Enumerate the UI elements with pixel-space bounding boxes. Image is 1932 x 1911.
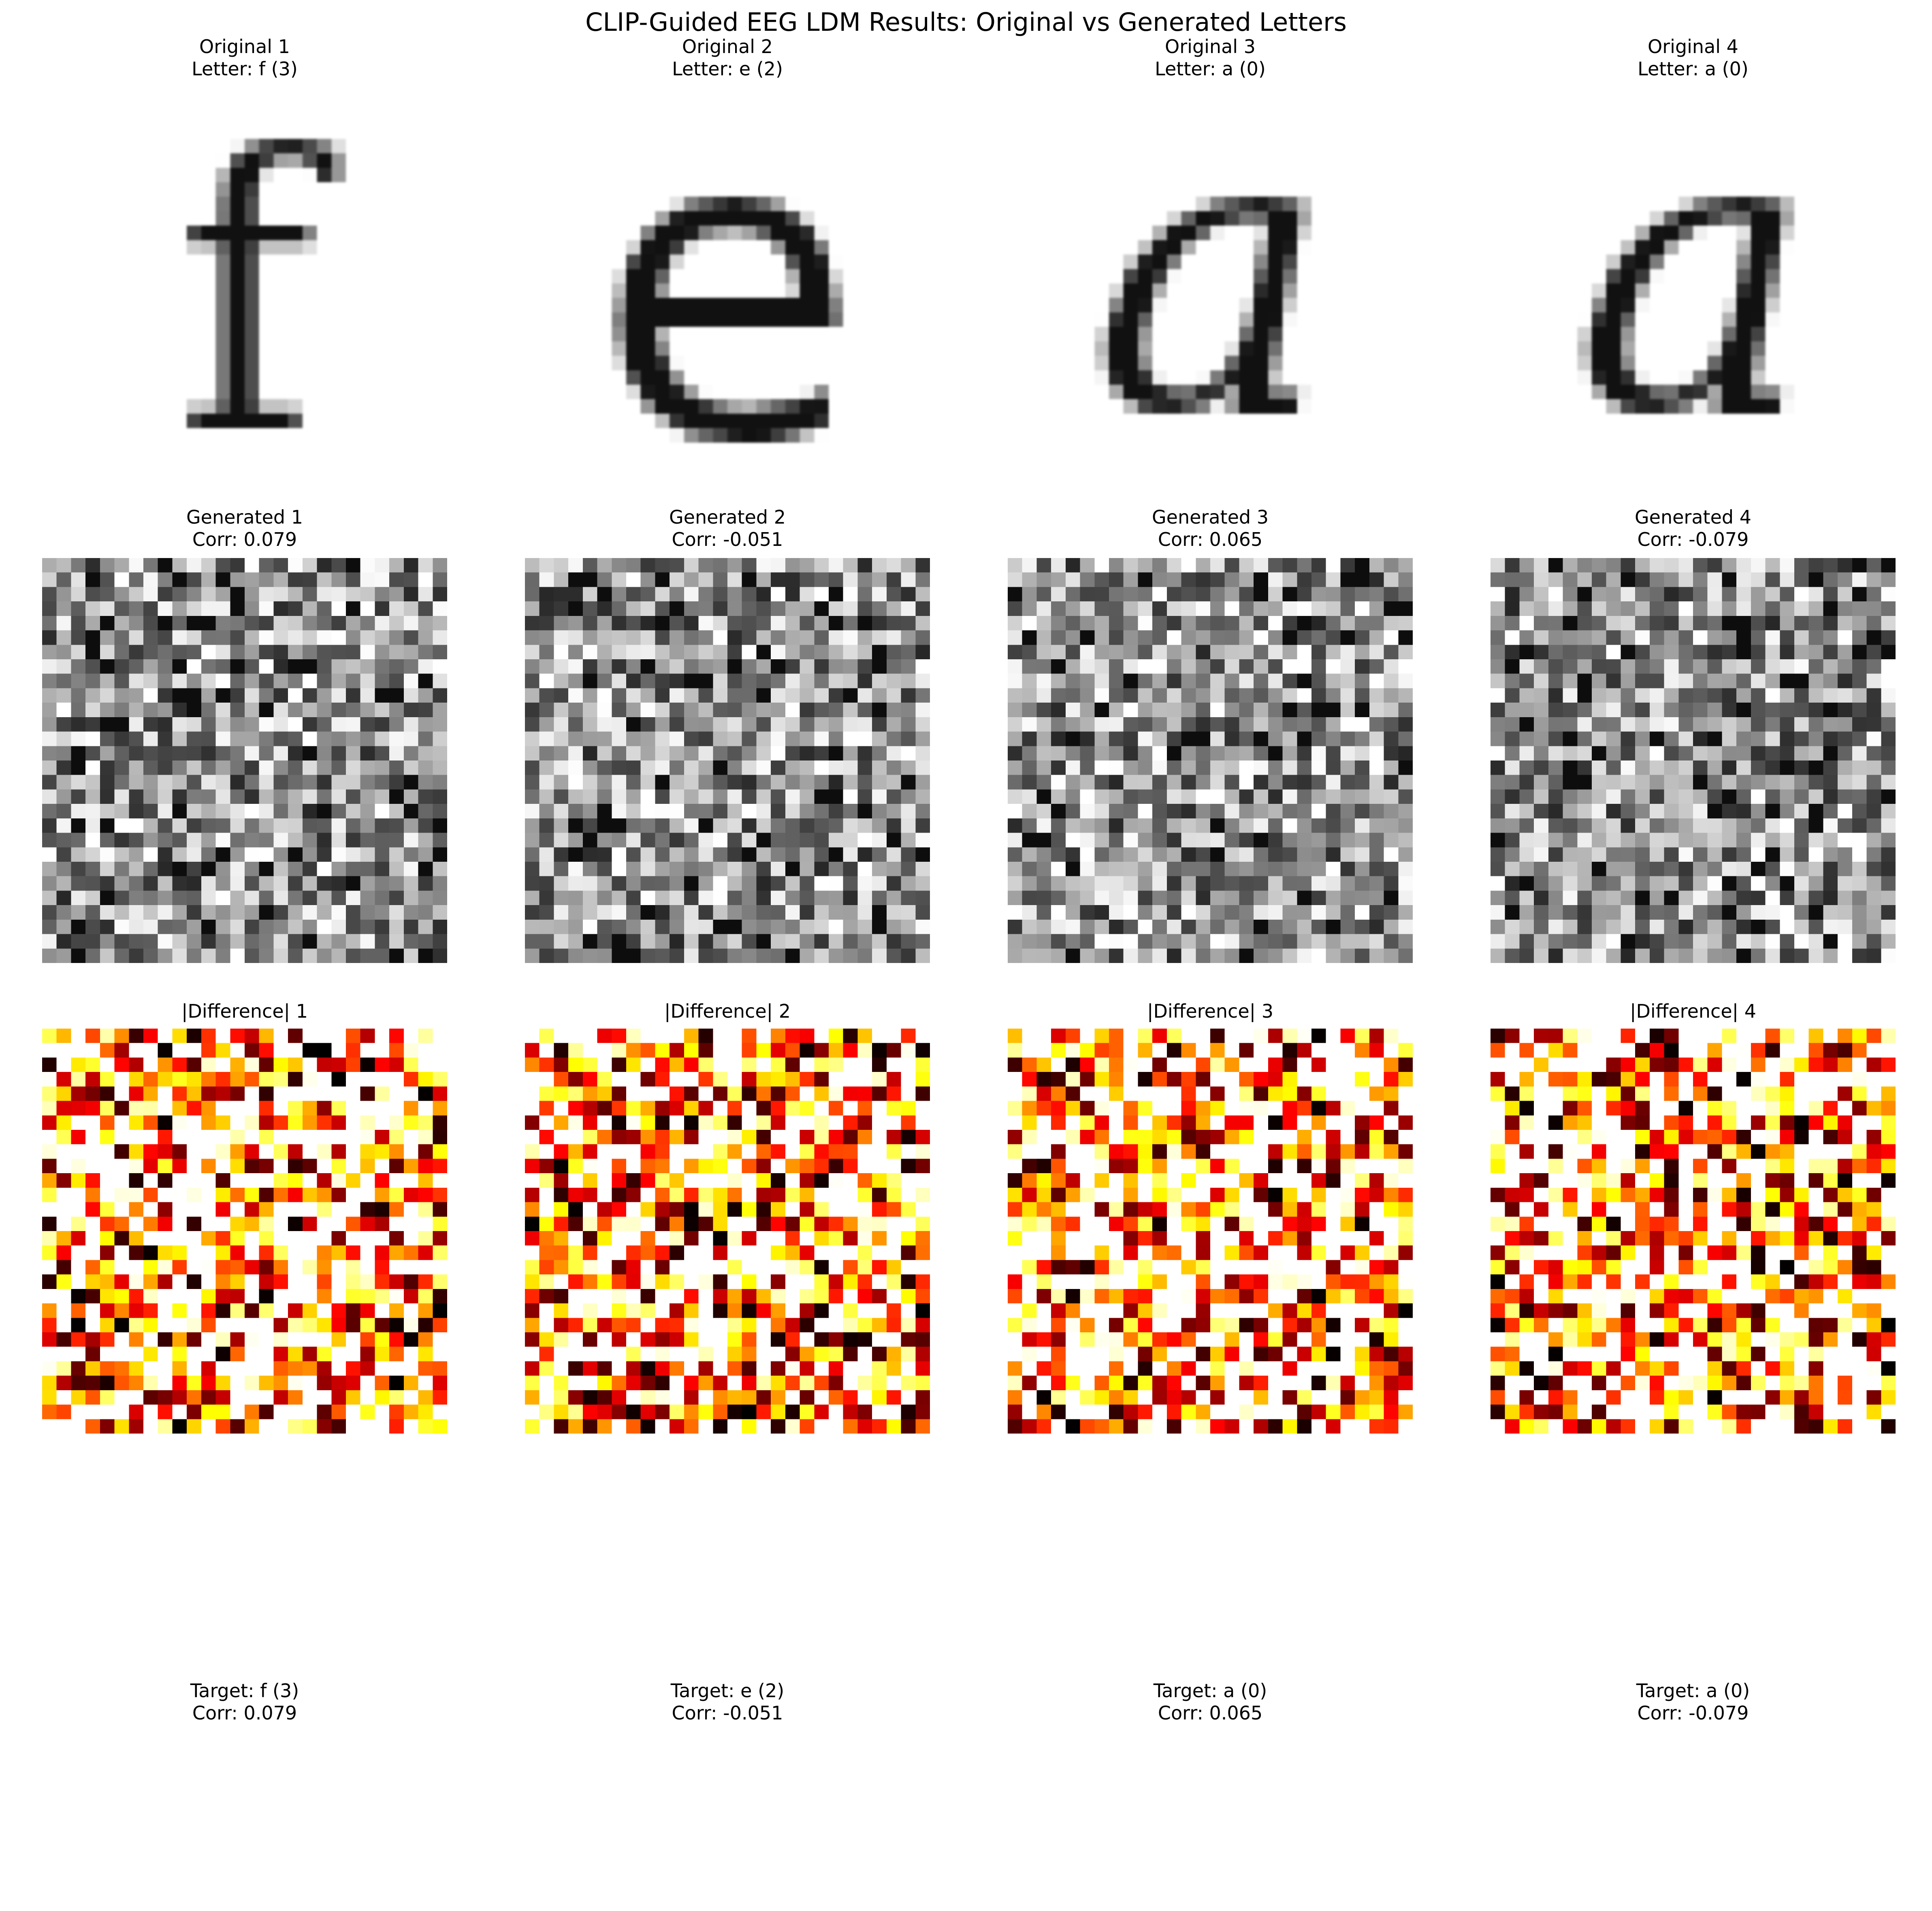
original-image-3 (1008, 81, 1413, 486)
summary-target: Target: a (0) (1636, 1680, 1750, 1702)
difference-caption-1: |Difference| 1 (42, 1000, 447, 1023)
generated-image-4 (1491, 558, 1896, 963)
original-caption-3: Original 3 Letter: a (0) (1008, 36, 1413, 80)
original-caption-1: Original 1 Letter: f (3) (42, 36, 447, 80)
summary-corr: Corr: 0.079 (192, 1702, 297, 1724)
summary-corr: Corr: -0.079 (1637, 1702, 1749, 1724)
summary-2: Target: e (2) Corr: -0.051 (525, 1680, 930, 1724)
difference-caption-2: |Difference| 2 (525, 1000, 930, 1023)
original-letter: Letter: e (2) (672, 58, 783, 80)
difference-heatmap-2 (525, 1029, 930, 1434)
generated-caption-4: Generated 4 Corr: -0.079 (1491, 506, 1896, 551)
generated-title: Generated 3 (1152, 506, 1269, 528)
summary-target: Target: e (2) (670, 1680, 785, 1702)
generated-image-3 (1008, 558, 1413, 963)
figure-title: CLIP-Guided EEG LDM Results: Original vs… (585, 7, 1347, 37)
original-image-4 (1491, 81, 1896, 486)
generated-title: Generated 1 (186, 506, 303, 528)
summary-target: Target: f (3) (190, 1680, 299, 1702)
generated-title: Generated 4 (1635, 506, 1751, 528)
difference-title: |Difference| 1 (181, 1000, 308, 1022)
difference-title: |Difference| 2 (664, 1000, 791, 1022)
difference-caption-3: |Difference| 3 (1008, 1000, 1413, 1023)
difference-heatmap-4 (1491, 1029, 1896, 1434)
original-title: Original 3 (1165, 36, 1256, 58)
original-caption-4: Original 4 Letter: a (0) (1491, 36, 1896, 80)
difference-title: |Difference| 4 (1629, 1000, 1757, 1022)
original-title: Original 1 (199, 36, 290, 58)
original-caption-2: Original 2 Letter: e (2) (525, 36, 930, 80)
generated-caption-2: Generated 2 Corr: -0.051 (525, 506, 930, 551)
original-image-1 (42, 81, 447, 486)
summary-3: Target: a (0) Corr: 0.065 (1008, 1680, 1413, 1724)
generated-caption-3: Generated 3 Corr: 0.065 (1008, 506, 1413, 551)
summary-target: Target: a (0) (1153, 1680, 1267, 1702)
difference-title: |Difference| 3 (1147, 1000, 1274, 1022)
original-image-2 (525, 81, 930, 486)
original-title: Original 2 (682, 36, 773, 58)
generated-corr: Corr: -0.051 (672, 528, 783, 550)
original-letter: Letter: a (0) (1155, 58, 1266, 80)
generated-title: Generated 2 (669, 506, 786, 528)
generated-corr: Corr: -0.079 (1637, 528, 1749, 550)
original-letter: Letter: a (0) (1638, 58, 1749, 80)
generated-corr: Corr: 0.065 (1158, 528, 1263, 550)
difference-heatmap-1 (42, 1029, 447, 1434)
generated-image-1 (42, 558, 447, 963)
generated-image-2 (525, 558, 930, 963)
difference-caption-4: |Difference| 4 (1491, 1000, 1896, 1023)
difference-heatmap-3 (1008, 1029, 1413, 1434)
summary-4: Target: a (0) Corr: -0.079 (1491, 1680, 1896, 1724)
summary-corr: Corr: 0.065 (1158, 1702, 1263, 1724)
generated-corr: Corr: 0.079 (192, 528, 297, 550)
generated-caption-1: Generated 1 Corr: 0.079 (42, 506, 447, 551)
original-letter: Letter: f (3) (192, 58, 298, 80)
summary-corr: Corr: -0.051 (672, 1702, 783, 1724)
summary-1: Target: f (3) Corr: 0.079 (42, 1680, 447, 1724)
original-title: Original 4 (1648, 36, 1738, 58)
